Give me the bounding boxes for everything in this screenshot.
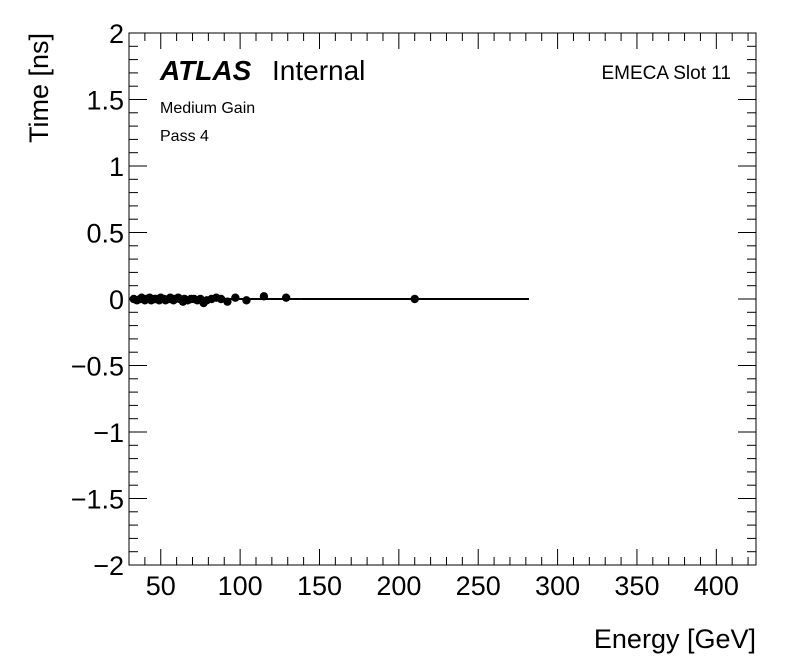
x-axis-label: Energy [GeV] xyxy=(594,624,756,654)
atlas-label: ATLAS xyxy=(159,55,252,86)
x-tick-label: 250 xyxy=(456,571,501,601)
x-tick-label: 300 xyxy=(535,571,580,601)
x-tick-label: 150 xyxy=(297,571,342,601)
data-point xyxy=(216,294,226,304)
data-point xyxy=(281,293,291,302)
data-point xyxy=(242,296,251,305)
x-tick-label: 50 xyxy=(146,571,176,601)
y-tick-label: 1.5 xyxy=(86,86,124,116)
y-tick-label: 0 xyxy=(109,285,124,315)
internal-label: Internal xyxy=(272,55,365,86)
gain-label: Medium Gain xyxy=(160,100,255,117)
data-point xyxy=(223,297,232,306)
axis-tick-labels: 50 100 150 200 250 300 350 400 −2 −1.5 −1 −0.5 0 0.5 1… xyxy=(71,19,739,601)
data-point xyxy=(259,292,269,301)
x-tick-label: 100 xyxy=(218,571,263,601)
y-tick-label: 2 xyxy=(109,19,124,49)
x-tick-label: 350 xyxy=(614,571,659,601)
data-point xyxy=(410,294,419,304)
y-tick-label: 1 xyxy=(109,152,124,182)
axis-ticks xyxy=(128,32,756,566)
pass-label: Pass 4 xyxy=(160,128,209,145)
data-points xyxy=(129,292,419,308)
x-tick-label: 200 xyxy=(376,571,421,601)
x-tick-label: 400 xyxy=(694,571,739,601)
y-tick-label: −1.5 xyxy=(71,485,124,515)
slot-label: EMECA Slot 11 xyxy=(601,63,731,84)
y-axis-label: Time [ns] xyxy=(24,33,54,143)
data-point xyxy=(231,293,240,302)
y-tick-label: −0.5 xyxy=(71,352,124,382)
y-tick-label: −2 xyxy=(93,551,124,581)
y-tick-label: 0.5 xyxy=(86,219,124,249)
y-tick-label: −1 xyxy=(93,418,124,448)
